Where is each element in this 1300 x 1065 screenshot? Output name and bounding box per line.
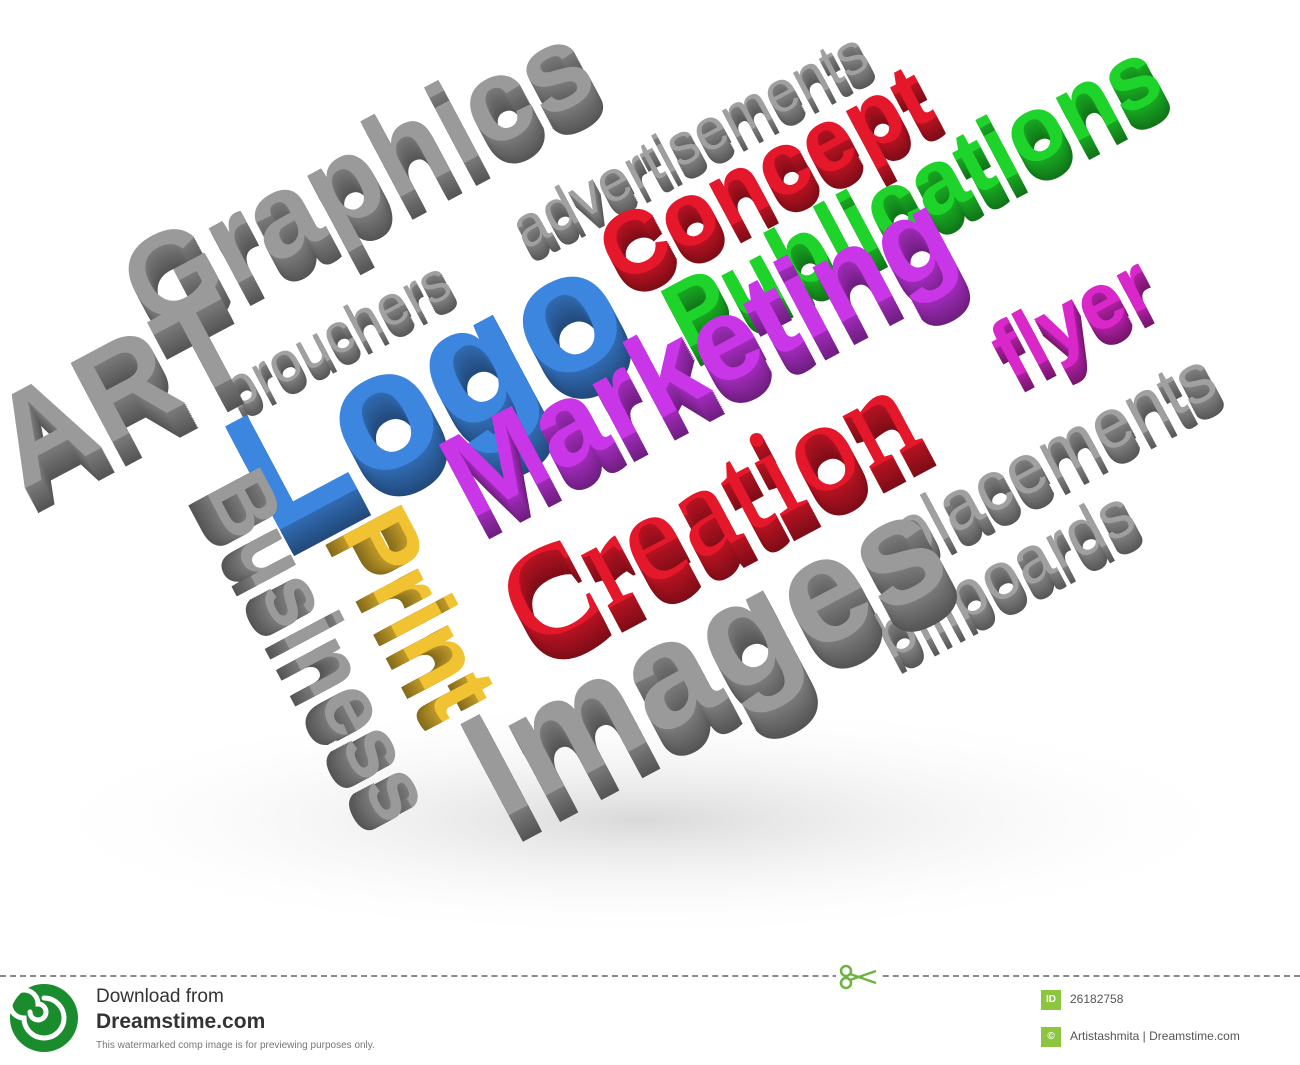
download-from-label: Download from [96,986,224,1007]
watermark-footer: Download from Dreamstime.com This waterm… [0,964,1300,1065]
author-credit: Artistashmita | Dreamstime.com [1070,1029,1240,1043]
word-cloud-scene: GraphicsGraphicsGraphicsGraphicsGraphics… [0,0,1260,940]
copyright-icon: © [1041,1027,1061,1047]
cut-line [0,975,1300,977]
watermark-note: This watermarked comp image is for previ… [96,1040,375,1051]
ground-shadow [20,700,1260,940]
site-name[interactable]: Dreamstime.com [96,1010,266,1033]
image-id: 26182758 [1070,992,1124,1006]
dreamstime-logo-icon [7,984,78,1052]
scissors-icon [836,964,882,990]
id-badge: ID [1041,990,1061,1010]
